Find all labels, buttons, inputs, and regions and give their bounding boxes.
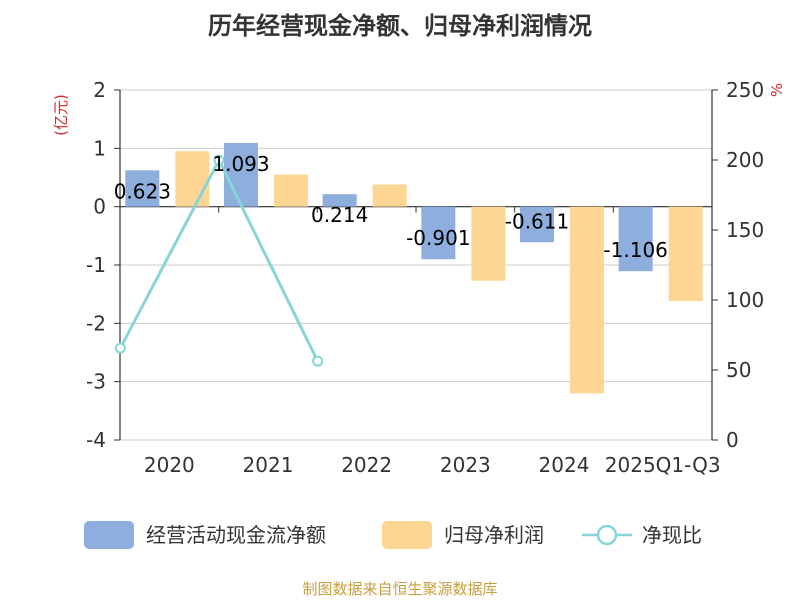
left-tick-label: 2 [93,78,106,102]
left-tick-label: -1 [86,253,106,277]
labels-layer: 0.623 1.093 0.214 -0.901 -0.611 -1.106 [114,152,668,262]
left-tick-label: 1 [93,136,106,160]
category-label: 2023 [440,453,491,477]
ratio-point [114,342,126,354]
bars-layer [125,142,703,394]
category-label: 2021 [243,453,294,477]
data-label-cashflow: -1.106 [603,238,667,262]
right-tick-label: 0 [726,428,739,452]
bar-net-profit [471,206,506,281]
legend-label-cashflow: 经营活动现金流净额 [146,523,326,547]
right-tick-label: 150 [726,218,764,242]
bar-net-profit [274,174,308,207]
right-tick-label: 200 [726,148,764,172]
data-label-cashflow: 0.214 [311,203,368,227]
category-label: 2022 [341,453,392,477]
bar-cashflow [322,194,357,207]
right-tick-label: 50 [726,358,751,382]
bar-cashflow [618,206,653,272]
left-tick-label: 0 [93,195,106,219]
bar-cashflow [224,142,258,207]
legend-swatch-net-profit [382,521,432,549]
bar-cashflow [125,170,160,207]
category-label: 2024 [539,453,590,477]
left-tick-label: -4 [86,428,106,452]
bar-cashflow [421,206,456,260]
right-tick-label: 250 [726,78,764,102]
bar-cashflow [520,206,554,243]
line-layer [114,154,324,367]
ratio-point [312,355,324,367]
legend-label-net-profit: 归母净利润 [444,523,544,547]
chart-title: 历年经营现金净额、归母净利润情况 [208,12,592,40]
bar-net-profit [372,184,407,207]
legend-swatch-cashflow [84,521,134,549]
data-label-cashflow: 1.093 [212,152,269,176]
legend-marker-ratio [596,524,618,546]
data-label-cashflow: -0.901 [406,226,470,250]
legend-label-ratio: 净现比 [642,523,702,547]
data-label-cashflow: -0.611 [505,209,569,233]
source-note: 制图数据来自恒生聚源数据库 [302,580,497,598]
right-axis-unit: % [768,83,786,97]
legend: 经营活动现金流净额 归母净利润 净现比 [84,521,702,549]
axes: 2 1 0 -1 -2 -3 -4 250 200 150 100 50 0 2020 2021 2022 20… [86,78,764,477]
left-tick-label: -2 [86,311,106,335]
category-label: 2020 [144,453,195,477]
category-label: 2025Q1-Q3 [605,453,721,477]
data-label-cashflow: 0.623 [114,179,171,203]
bar-net-profit [175,151,210,207]
bar-net-profit [570,206,604,394]
right-tick-label: 100 [726,288,764,312]
left-tick-label: -3 [86,370,106,394]
bar-net-profit [668,206,703,302]
left-axis-unit: (亿元) [52,94,70,136]
ratio-point [213,154,225,166]
